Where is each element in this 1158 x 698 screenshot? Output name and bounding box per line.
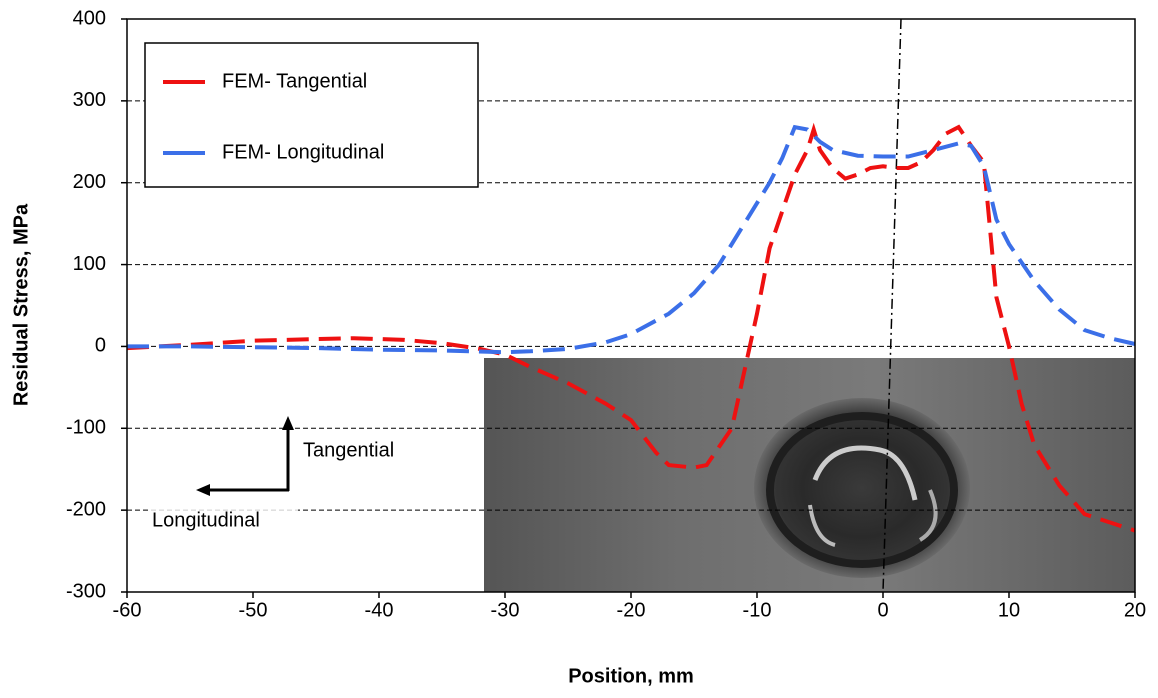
x-tick-label: -30 <box>491 599 520 621</box>
x-tick-label: -40 <box>365 599 394 621</box>
y-tick-label: -100 <box>66 417 106 439</box>
legend <box>144 42 479 188</box>
x-tick-label: -50 <box>239 599 268 621</box>
y-tick-label: 400 <box>73 7 106 29</box>
legend-label: FEM- Tangential <box>222 70 367 92</box>
series-line <box>127 124 1136 355</box>
x-tick-label: 20 <box>1124 599 1146 621</box>
y-axis-title: Residual Stress, MPa <box>10 203 32 406</box>
y-tick-label: -200 <box>66 498 106 520</box>
annotation-arrows <box>150 416 298 535</box>
annotation: Tangential <box>303 439 394 461</box>
x-axis-title: Position, mm <box>568 665 694 687</box>
y-tick-label: 300 <box>73 89 106 111</box>
y-tick-label: -300 <box>66 580 106 602</box>
weld-photo <box>484 358 1135 592</box>
annotation: Longitudinal <box>152 509 260 531</box>
x-tick-label: 0 <box>877 599 888 621</box>
x-tick-label: 10 <box>998 599 1020 621</box>
x-tick-label: -20 <box>617 599 646 621</box>
y-tick-label: 200 <box>73 171 106 193</box>
x-tick-label: -10 <box>743 599 772 621</box>
legend-label: FEM- Longitudinal <box>222 141 384 163</box>
x-tick-label: -60 <box>113 599 142 621</box>
y-tick-label: 0 <box>95 335 106 357</box>
center-line <box>882 18 902 593</box>
plot <box>126 122 1136 533</box>
y-tick-label: 100 <box>73 253 106 275</box>
